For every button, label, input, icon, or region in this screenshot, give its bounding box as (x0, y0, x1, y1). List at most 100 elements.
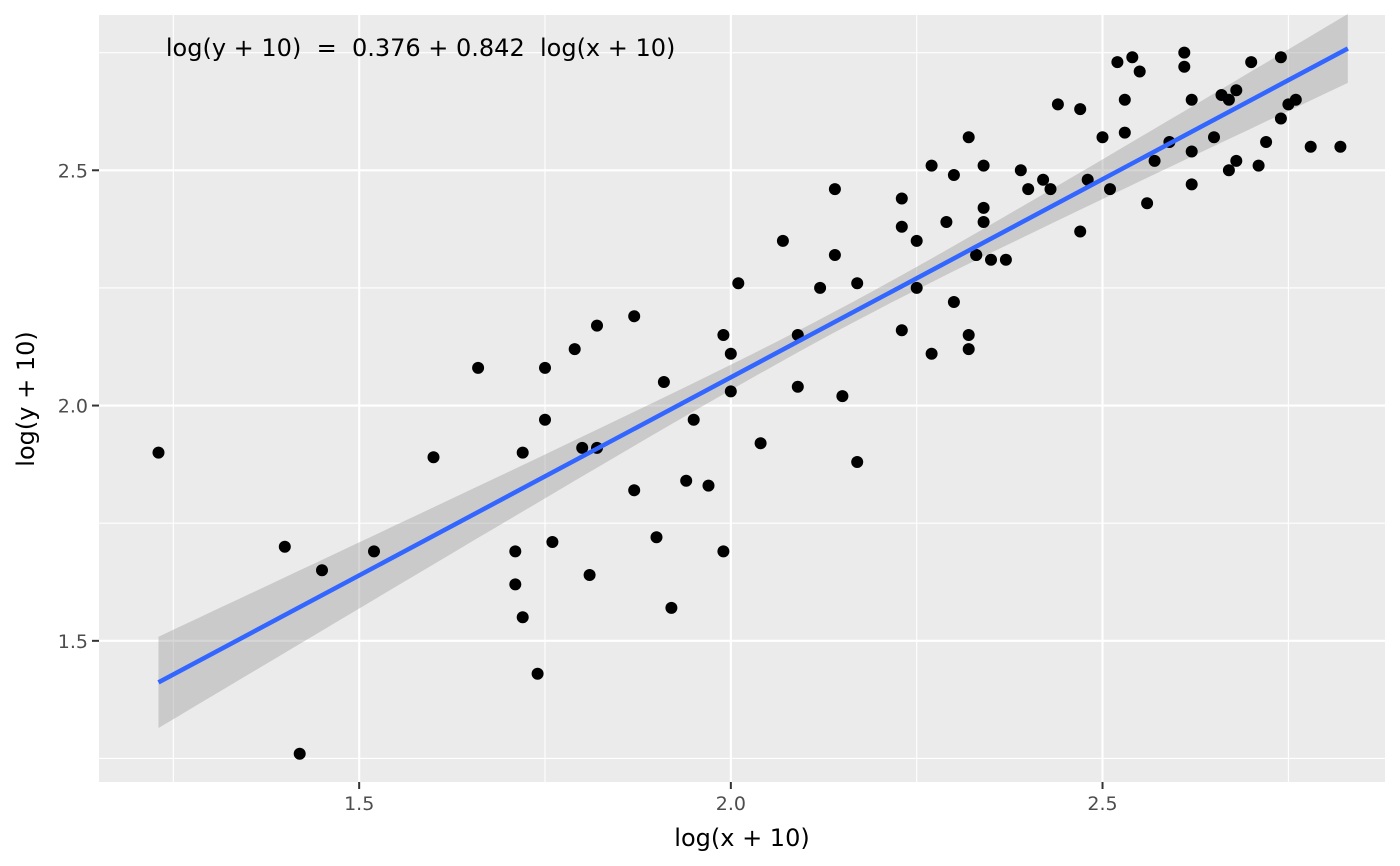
regression-line-layer (157, 46, 1349, 685)
data-point (776, 234, 789, 247)
data-point (316, 564, 328, 577)
data-point (1148, 154, 1161, 167)
data-point (977, 201, 990, 214)
minor-gridlines (99, 15, 1385, 782)
x-tick-label: 1.5 (344, 793, 374, 815)
data-point (665, 601, 678, 614)
data-point (1222, 93, 1235, 106)
y-tick-label: 2.5 (58, 160, 88, 182)
y-axis-title: log(y + 10) (12, 331, 40, 466)
data-point (724, 385, 737, 398)
data-point (1133, 65, 1146, 78)
data-point (851, 456, 864, 468)
data-point (836, 390, 849, 403)
data-point (1081, 173, 1094, 186)
data-point (754, 437, 767, 450)
data-point (1178, 60, 1191, 73)
data-point (1260, 136, 1273, 148)
data-point (1245, 56, 1258, 69)
data-point (539, 361, 551, 374)
data-point (628, 310, 641, 323)
data-point (278, 540, 291, 553)
data-point (947, 296, 960, 308)
data-point (516, 611, 529, 624)
data-point (1141, 197, 1154, 210)
data-point (1304, 140, 1317, 153)
data-point (1111, 56, 1124, 69)
y-tick-label: 2.0 (58, 396, 88, 418)
data-point (732, 277, 745, 290)
data-point (1074, 225, 1087, 238)
data-point (985, 253, 997, 266)
data-point (293, 747, 306, 760)
data-point (1044, 183, 1057, 196)
data-point (531, 667, 544, 680)
data-point (1126, 51, 1139, 64)
y-tick-label: 1.5 (58, 631, 88, 653)
data-point (546, 536, 559, 548)
data-point (1230, 84, 1243, 97)
data-point (583, 569, 596, 581)
data-point (1074, 103, 1087, 116)
data-point (591, 319, 603, 332)
data-point (962, 329, 975, 341)
data-point (977, 159, 990, 172)
data-point (1022, 183, 1035, 196)
data-point (1118, 93, 1131, 106)
data-point (1051, 98, 1064, 111)
data-point (657, 376, 670, 388)
data-point (724, 347, 737, 360)
points-layer (152, 46, 1347, 760)
data-point (1252, 159, 1265, 172)
data-point (516, 446, 529, 459)
data-point (1230, 154, 1243, 167)
data-point (1178, 46, 1191, 59)
data-point (576, 441, 589, 454)
data-point (895, 220, 908, 233)
data-point (509, 545, 522, 558)
data-point (791, 380, 804, 393)
data-point (717, 545, 730, 558)
data-point (628, 484, 641, 497)
data-point (851, 277, 864, 290)
data-point (947, 169, 960, 181)
data-point (650, 531, 663, 544)
data-point (1104, 183, 1116, 196)
data-point (1208, 131, 1220, 144)
data-point (925, 159, 938, 172)
data-point (999, 253, 1012, 266)
data-point (1274, 51, 1287, 64)
data-point (539, 413, 551, 426)
data-point (1014, 164, 1027, 177)
data-point (368, 545, 380, 558)
data-point (940, 216, 953, 228)
data-point (472, 361, 485, 374)
data-point (1222, 164, 1235, 177)
data-point (962, 131, 975, 144)
data-point (962, 343, 975, 356)
data-point (1185, 145, 1198, 158)
x-tick-label: 2.0 (716, 793, 746, 815)
data-point (568, 343, 581, 356)
data-point (717, 329, 730, 341)
data-point (910, 234, 923, 247)
x-tick-label: 2.5 (1087, 793, 1117, 815)
data-point (1334, 140, 1347, 153)
data-point (427, 451, 440, 464)
y-axis: 1.5 2.0 2.5 (58, 160, 99, 653)
data-point (910, 281, 923, 294)
data-point (509, 578, 522, 591)
data-point (1185, 93, 1198, 106)
data-point (925, 347, 938, 360)
data-point (680, 474, 693, 487)
data-point (687, 413, 700, 426)
data-point (1274, 112, 1287, 125)
data-point (814, 281, 827, 294)
data-point (1096, 131, 1109, 144)
data-point (828, 183, 841, 196)
x-axis-title: log(x + 10) (674, 824, 809, 852)
x-axis: 1.5 2.0 2.5 (344, 782, 1118, 815)
regression-line (157, 46, 1349, 685)
data-point (970, 249, 983, 261)
